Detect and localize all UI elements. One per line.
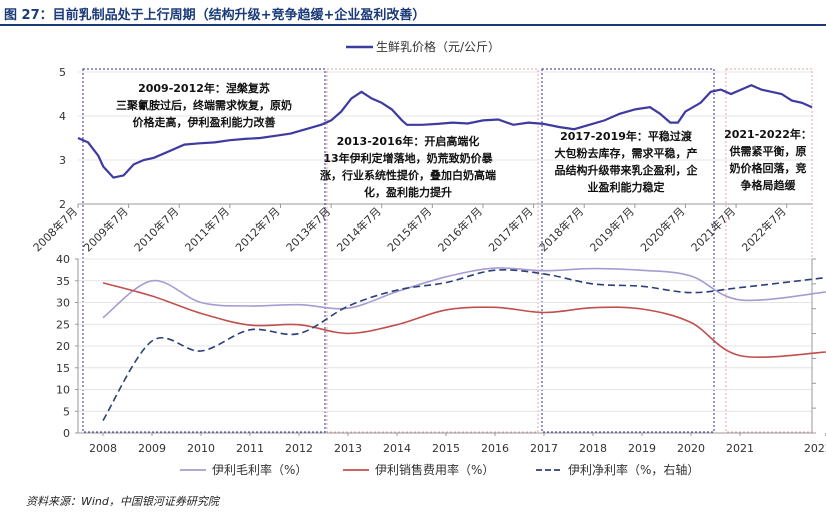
top-y-tick-label: 4 [59,110,66,123]
top-x-tick-label: 2021年7月 [688,204,738,254]
bottom-y-tick-label: 40 [56,253,70,266]
bottom-legend-label: 伊利毛利率（%） [212,462,307,477]
annotation-label: 平稳过渡 [648,129,693,143]
bottom-legend-label: 伊利销售费用率（%） [375,462,494,477]
top-chart-series [77,84,813,179]
period-box [725,68,813,433]
annotation-period: 2017-2019年： [560,129,648,143]
annotation-line: 大包粉去库存，需求平稳，产 [555,146,698,160]
bottom-x-tick-label: 2011 [236,442,264,455]
annotation-heading: 2009-2012年：涅槃复苏 [138,81,270,95]
selling-expense-line [102,282,826,358]
bottom-x-tick-label: 2019 [628,442,656,455]
annotation-line: 奶价格回落，竞 [730,161,807,175]
annotation-period: 2013-2016年： [337,134,425,148]
annotation-line: 三聚氰胺过后，终端需求恢复，原奶 [116,98,292,112]
annotation-heading: 2013-2016年：开启高端化 [337,134,480,148]
bottom-x-tick-label: 2017 [530,442,558,455]
bottom-x-tick-label: 2022Q3 [804,442,826,455]
top-x-tick-label: 2013年7月 [283,204,333,254]
bottom-x-tick-label: 2008 [89,442,117,455]
top-chart-annotations: 2009-2012年：涅槃复苏三聚氰胺过后，终端需求恢复，原奶价格走高，伊利盈利… [116,81,812,199]
period-box [326,68,539,433]
top-x-tick-label: 2022年7月 [739,204,789,254]
top-y-tick-label: 3 [59,154,66,167]
top-x-tick-label: 2010年7月 [131,204,181,254]
annotation-period: 2021-2022年： [724,127,812,141]
annotation-line: 价格走高，伊利盈利能力改善 [133,115,276,129]
top-x-tick-label: 2009年7月 [81,204,131,254]
net-margin-line [102,269,826,422]
bottom-x-tick-label: 2013 [334,442,362,455]
bottom-x-tick-label: 2009 [138,442,166,455]
top-y-tick-label: 2 [59,198,66,211]
bottom-chart-legend: 伊利毛利率（%） 伊利销售费用率（%） 伊利净利率（%，右轴） [180,462,699,477]
bottom-x-tick-label: 2021 [726,442,754,455]
bottom-chart-tick-labels: 0 5 10 15 20 25 30 35 40 2008 2009 2010 2011 2012 2013… [56,253,826,455]
bottom-y-tick-label: 10 [56,384,70,397]
annotation-line: 业盈利能力稳定 [588,180,665,194]
bottom-y-tick-label: 25 [56,318,70,331]
top-chart-legend: 生鲜乳价格（元/公斤） [346,39,500,54]
figure-title: 图 27：目前乳制品处于上行周期（结构升级+竞争趋缓+企业盈利改善） [4,8,426,23]
bottom-x-tick-label: 2010 [187,442,215,455]
top-chart-period-boxes [82,68,813,433]
annotation-label: 开启高端化 [424,134,479,148]
top-x-tick-label: 2017年7月 [486,204,536,254]
annotation-period: 2009-2012年： [138,81,226,95]
bottom-y-tick-label: 15 [56,362,70,375]
top-x-tick-label: 2019年7月 [587,204,637,254]
bottom-x-tick-label: 2018 [579,442,607,455]
top-x-tick-label: 2008年7月 [30,204,80,254]
top-x-tick-label: 2014年7月 [334,204,384,254]
bottom-y-tick-label: 20 [56,340,70,353]
top-x-tick-label: 2015年7月 [384,204,434,254]
bottom-chart-axes [75,258,826,436]
annotation-heading: 2021-2022年： [724,127,812,141]
top-y-tick-label: 5 [59,66,66,79]
annotation-label: 涅槃复苏 [226,81,270,95]
annotation-line: 13年伊利定增落地，奶荒致奶价暴 [323,151,493,165]
annotation-line: 涨，行业系统性提价，叠加白奶高端 [320,168,496,182]
bottom-legend-label: 伊利净利率（%，右轴） [568,462,699,477]
annotation-line: 品结构升级带来乳企盈利，企 [555,163,699,177]
bottom-y-tick-label: 35 [56,275,70,288]
annotation-line: 争格局趋缓 [741,178,797,192]
milk-price-line [77,84,813,179]
bottom-x-tick-label: 2014 [383,442,411,455]
gross-margin-line [102,267,826,319]
top-x-tick-label: 2020年7月 [637,204,687,254]
bottom-x-tick-label: 2012 [285,442,313,455]
top-x-tick-label: 2012年7月 [232,204,282,254]
bottom-y-tick-label: 0 [63,427,70,440]
period-box [541,68,715,433]
bottom-x-tick-label: 2015 [432,442,460,455]
bottom-x-tick-label: 2016 [481,442,509,455]
top-x-tick-label: 2018年7月 [536,204,586,254]
top-chart-gridlines [78,71,812,161]
milk-legend-label: 生鲜乳价格（元/公斤） [376,39,500,54]
period-box [82,68,326,433]
bottom-y-tick-label: 30 [56,297,70,310]
annotation-line: 化，盈利能力提升 [364,185,452,199]
annotation-heading: 2017-2019年：平稳过渡 [560,129,693,143]
top-x-tick-label: 2016年7月 [435,204,485,254]
bottom-chart-series [102,267,826,422]
bottom-y-tick-label: 5 [63,405,70,418]
top-chart-axes [77,203,812,208]
title-rule [0,24,826,26]
annotation-line: 供需紧平衡，原 [729,144,807,158]
bottom-x-tick-label: 2020 [677,442,705,455]
top-x-tick-label: 2011年7月 [182,204,232,254]
source-note: 资料来源：Wind，中国银河证券研究院 [26,495,219,508]
